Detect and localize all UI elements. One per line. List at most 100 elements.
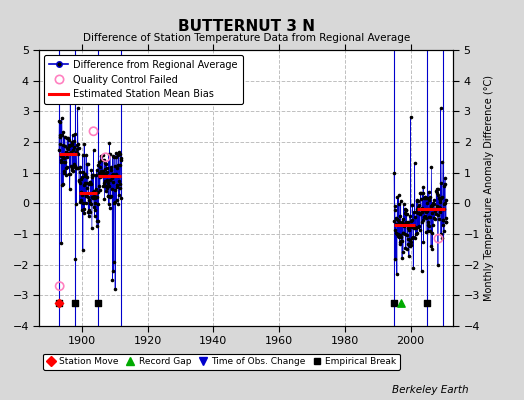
Point [440,228,449,234]
Point [89,195,97,201]
Point [398,254,406,261]
Point [66,186,74,192]
Point [67,142,75,148]
Point [440,206,449,212]
Point [96,157,105,163]
Point [99,152,107,158]
Point [413,197,422,204]
Point [88,225,96,231]
Point [395,201,403,207]
Point [72,164,81,171]
Point [95,186,104,193]
Point [95,159,103,166]
Point [115,192,124,198]
Point [114,152,122,158]
Point [419,184,428,190]
Point [403,246,411,252]
Point [72,201,81,207]
Point [94,162,102,169]
Point [397,300,405,306]
Point [397,238,406,244]
Point [73,146,81,153]
Point [413,230,421,236]
Point [424,188,433,195]
Point [403,219,412,226]
Point [438,159,446,165]
Point [427,243,435,249]
Point [101,160,110,166]
Point [56,140,64,147]
Point [420,214,428,220]
Point [401,211,410,217]
Point [98,173,106,179]
Point [439,206,447,212]
Point [62,172,70,178]
Point [80,182,88,188]
Point [391,203,399,209]
Point [78,174,86,180]
Point [422,195,431,202]
Point [63,134,71,141]
Legend: Station Move, Record Gap, Time of Obs. Change, Empirical Break: Station Move, Record Gap, Time of Obs. C… [43,354,400,370]
Point [393,194,401,200]
Point [88,194,96,200]
Point [392,214,400,221]
Point [395,219,403,225]
Point [399,230,407,236]
Point [56,283,64,289]
Point [390,170,398,176]
Point [436,105,445,112]
Point [113,184,121,190]
Point [91,195,99,201]
Point [59,142,67,148]
Point [66,170,74,177]
Point [81,180,90,186]
Point [399,201,408,207]
Point [432,188,441,194]
Point [68,164,77,171]
Point [408,217,416,224]
Point [95,164,104,170]
Point [82,152,90,158]
Point [92,189,100,196]
Point [409,225,418,231]
Point [75,178,83,184]
Point [401,206,409,212]
Point [107,164,115,170]
Point [392,230,400,237]
Point [73,142,81,149]
Point [73,105,82,112]
Point [398,221,406,228]
Point [93,193,102,200]
Point [101,178,109,184]
Point [441,181,449,187]
Point [103,169,112,175]
Point [106,151,114,157]
Point [428,229,436,236]
Point [102,183,110,189]
Point [114,200,123,207]
Point [85,197,94,203]
Point [88,172,96,178]
Point [98,169,106,175]
Point [64,136,73,143]
Point [70,161,79,168]
Point [429,200,437,206]
Point [394,216,402,223]
Point [87,201,95,207]
Point [415,202,423,208]
Point [81,200,90,206]
Point [68,166,77,173]
Point [100,196,108,202]
Point [402,207,410,213]
Point [409,264,418,271]
Point [77,176,85,182]
Text: Berkeley Earth: Berkeley Earth [392,385,469,395]
Point [104,193,113,200]
Point [58,182,67,188]
Point [70,138,78,144]
Point [81,170,89,177]
Point [71,164,79,171]
Point [116,156,125,163]
Point [414,204,423,210]
